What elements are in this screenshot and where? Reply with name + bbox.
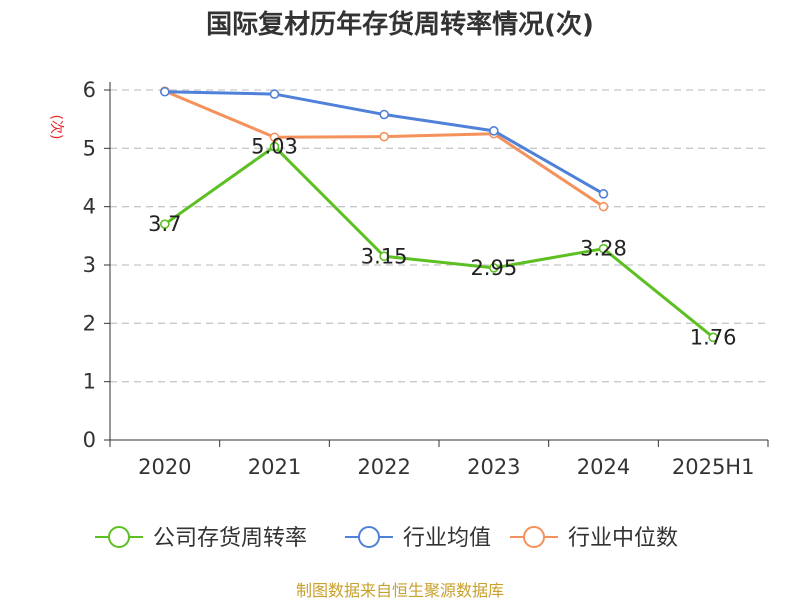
- data-label: 2.95: [470, 256, 517, 280]
- data-point: [379, 131, 389, 142]
- data-point: [489, 263, 499, 273]
- data-labels: 3.7 5.03 3.15 2.95 3.28 1.76: [148, 135, 736, 350]
- y-axis-label: (次): [48, 115, 64, 140]
- legend-marker-0: [108, 526, 130, 548]
- data-point: [708, 332, 718, 343]
- data-point: [160, 86, 170, 97]
- x-tick-label: 2025H1: [672, 455, 755, 479]
- y-tick-label: 6: [83, 78, 96, 102]
- legend-label-2: 行业中位数: [568, 526, 678, 551]
- series-layer: [160, 86, 718, 343]
- data-point: [269, 141, 280, 152]
- data-point: [598, 189, 609, 199]
- x-tick-label: 2021: [248, 455, 301, 479]
- data-point: [269, 132, 280, 143]
- data-label: 3.28: [580, 237, 627, 261]
- y-tick-label: 0: [83, 428, 96, 452]
- data-label: 5.03: [251, 135, 298, 159]
- x-tick-label: 2024: [577, 455, 630, 479]
- y-tick-label: 5: [83, 136, 96, 160]
- data-point: [379, 109, 389, 120]
- data-point: [160, 219, 170, 229]
- legend-label-1: 行业均值: [403, 526, 491, 551]
- data-label: 3.15: [361, 244, 408, 268]
- gridlines: [110, 89, 768, 383]
- data-point: [489, 126, 499, 136]
- legend-label-0: 公司存货周转率: [153, 526, 307, 551]
- data-label: 1.76: [690, 325, 737, 349]
- data-point: [379, 251, 389, 262]
- y-tick-label: 2: [83, 311, 96, 335]
- y-tick-label: 3: [83, 253, 96, 277]
- legend-marker-2: [523, 526, 545, 548]
- data-point: [269, 89, 280, 99]
- source-note: 制图数据来自恒生聚源数据库: [296, 581, 504, 600]
- chart-title: 国际复材历年存货周转率情况(次): [206, 9, 594, 40]
- data-point: [598, 201, 609, 212]
- legend-marker-1: [358, 526, 380, 548]
- data-point: [598, 243, 609, 254]
- x-tick-label: 2022: [357, 455, 410, 479]
- series-line-0: [163, 145, 715, 339]
- y-tick-label: 1: [83, 370, 96, 394]
- y-tick-label: 4: [83, 195, 96, 219]
- x-tick-label: 2020: [138, 455, 191, 479]
- data-label: 3.7: [148, 212, 181, 236]
- legend: 公司存货周转率 行业均值 行业中位数: [95, 526, 678, 551]
- axes: 0 1 2 3 4 5 6 2020 2021 2022 2023 2024 2025H1: [83, 78, 769, 479]
- x-tick-label: 2023: [467, 455, 520, 479]
